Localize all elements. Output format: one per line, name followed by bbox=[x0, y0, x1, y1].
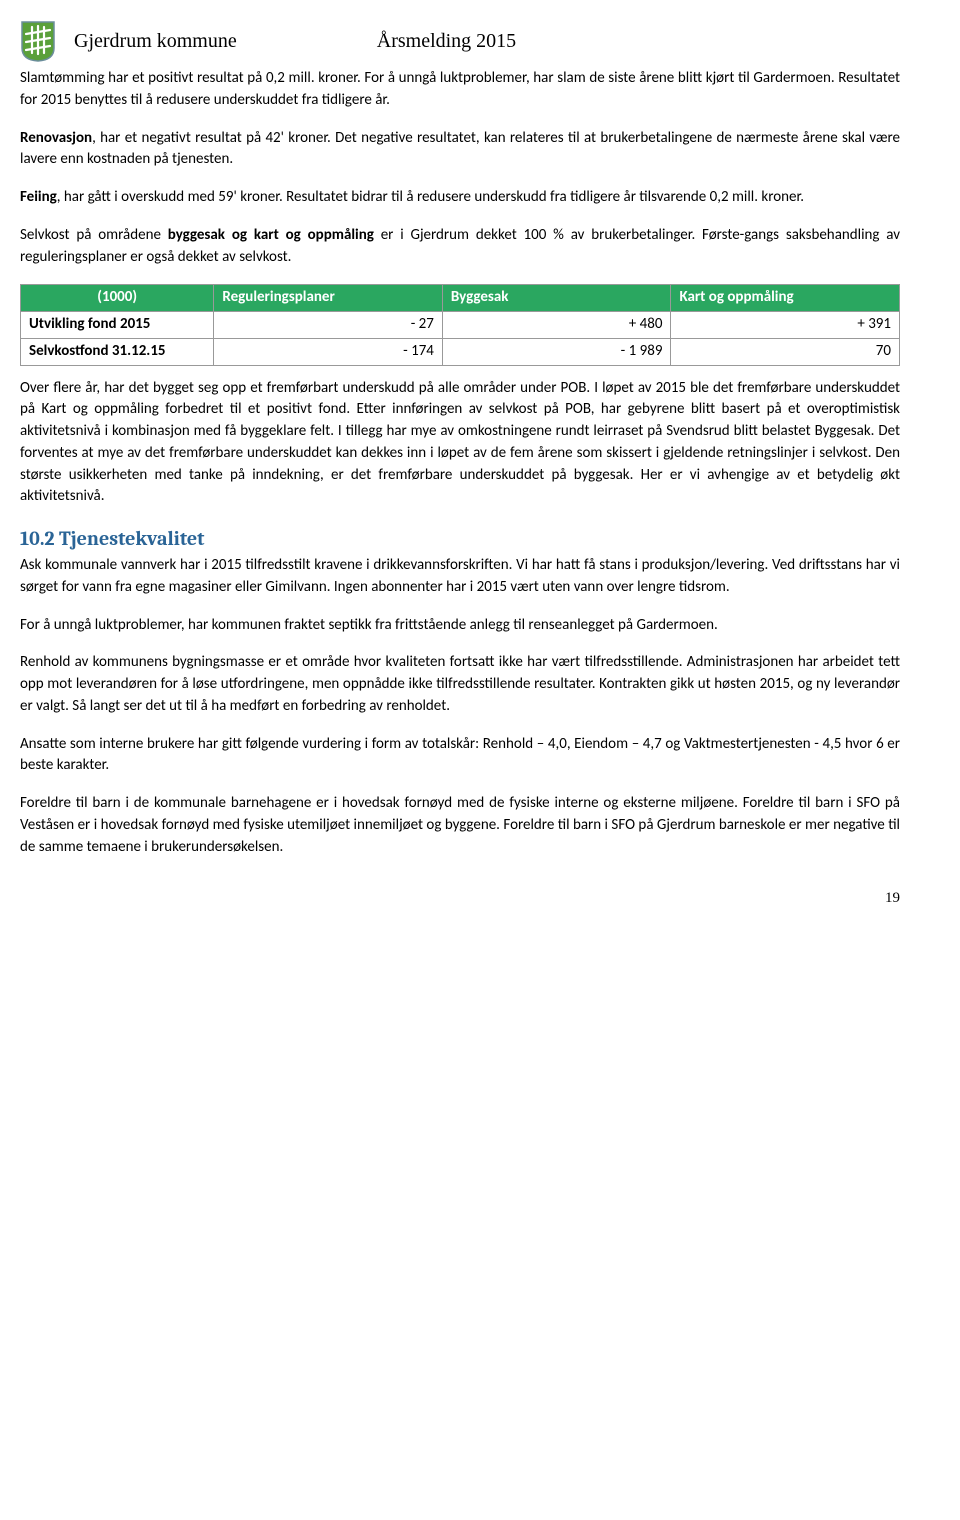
paragraph-slamtomming: Slamtømming har et positivt resultat på … bbox=[20, 68, 900, 112]
cell: + 391 bbox=[671, 312, 900, 339]
table-col-1000: (1000) bbox=[21, 285, 214, 312]
paragraph-feiing: Feiing, har gått i overskudd med 59' kro… bbox=[20, 187, 900, 209]
section-title-tjenestekvalitet: 10.2 Tjenestekvalitet bbox=[20, 524, 900, 553]
table-header-row: (1000) Reguleringsplaner Byggesak Kart o… bbox=[21, 285, 900, 312]
cell: - 1 989 bbox=[442, 338, 671, 365]
paragraph-overflere: Over flere år, har det bygget seg opp et… bbox=[20, 378, 900, 509]
cell: - 27 bbox=[214, 312, 443, 339]
paragraph-vannverk: Ask kommunale vannverk har i 2015 tilfre… bbox=[20, 555, 900, 599]
cell: - 174 bbox=[214, 338, 443, 365]
row-label: Utvikling fond 2015 bbox=[21, 312, 214, 339]
text-renovasjon: , har et negativt resultat på 42' kroner… bbox=[20, 129, 900, 169]
page-number: 19 bbox=[20, 888, 900, 910]
cell: 70 bbox=[671, 338, 900, 365]
row-label: Selvkostfond 31.12.15 bbox=[21, 338, 214, 365]
doc-title: Årsmelding 2015 bbox=[377, 27, 516, 56]
paragraph-selvkost: Selvkost på områdene byggesak og kart og… bbox=[20, 225, 900, 269]
bold-byggesak: byggesak og kart og oppmåling bbox=[168, 226, 374, 244]
text-selvkost-a: Selvkost på områdene bbox=[20, 226, 168, 244]
selvkost-table: (1000) Reguleringsplaner Byggesak Kart o… bbox=[20, 284, 900, 365]
paragraph-renhold: Renhold av kommunens bygningsmasse er et… bbox=[20, 652, 900, 717]
text-feiing: , har gått i overskudd med 59' kroner. R… bbox=[57, 188, 804, 206]
table-row: Selvkostfond 31.12.15 - 174 - 1 989 70 bbox=[21, 338, 900, 365]
bold-feiing: Feiing bbox=[20, 188, 57, 206]
header-title-row: Gjerdrum kommune Årsmelding 2015 bbox=[74, 27, 516, 56]
table-row: Utvikling fond 2015 - 27 + 480 + 391 bbox=[21, 312, 900, 339]
bold-renovasjon: Renovasjon bbox=[20, 129, 92, 147]
org-name: Gjerdrum kommune bbox=[74, 27, 237, 56]
table-col-reguleringsplaner: Reguleringsplaner bbox=[214, 285, 443, 312]
table-col-kart: Kart og oppmåling bbox=[671, 285, 900, 312]
paragraph-septikk: For å unngå luktproblemer, har kommunen … bbox=[20, 615, 900, 637]
paragraph-renovasjon: Renovasjon, har et negativt resultat på … bbox=[20, 128, 900, 172]
table-col-byggesak: Byggesak bbox=[442, 285, 671, 312]
page-header: Gjerdrum kommune Årsmelding 2015 bbox=[20, 20, 900, 62]
paragraph-foreldre: Foreldre til barn i de kommunale barneha… bbox=[20, 793, 900, 858]
cell: + 480 bbox=[442, 312, 671, 339]
paragraph-ansatte: Ansatte som interne brukere har gitt føl… bbox=[20, 734, 900, 778]
municipality-logo-icon bbox=[20, 20, 56, 62]
